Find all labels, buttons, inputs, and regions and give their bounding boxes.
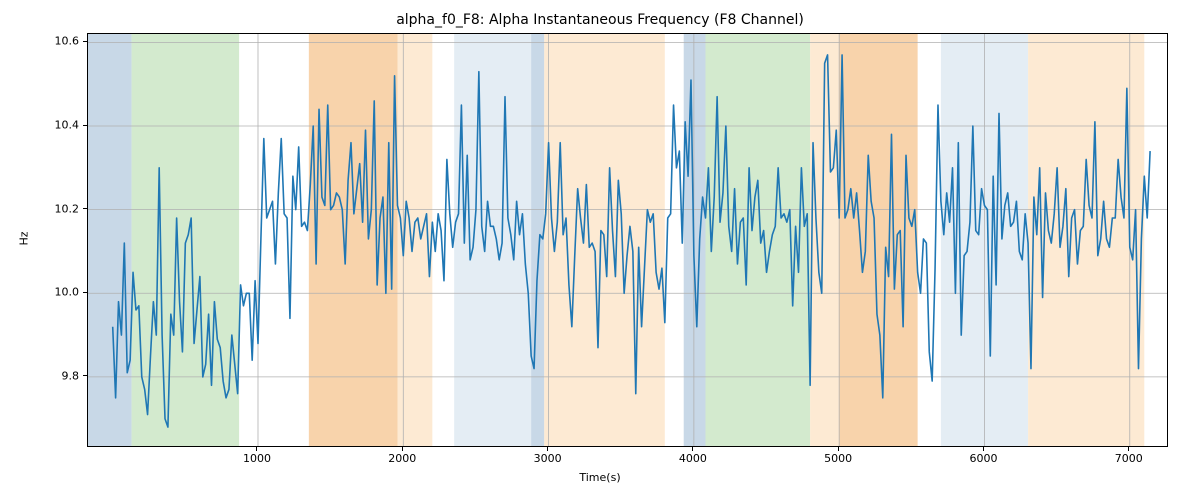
y-tick-mark [83,125,87,126]
plot-area [87,33,1168,447]
x-tick-label: 1000 [243,452,271,465]
figure: alpha_f0_F8: Alpha Instantaneous Frequen… [0,0,1200,500]
x-tick-mark [838,447,839,451]
x-tick-mark [402,447,403,451]
chart-title: alpha_f0_F8: Alpha Instantaneous Frequen… [0,12,1200,28]
plot-svg [88,34,1168,447]
y-tick-mark [83,292,87,293]
y-tick-label: 10.0 [45,286,79,299]
y-tick-mark [83,208,87,209]
y-tick-label: 10.6 [45,35,79,48]
y-axis-label: Hz [18,231,31,245]
x-tick-mark [692,447,693,451]
x-tick-label: 3000 [534,452,562,465]
x-axis-label: Time(s) [0,471,1200,484]
x-tick-mark [1128,447,1129,451]
x-tick-label: 2000 [388,452,416,465]
y-tick-label: 10.4 [45,119,79,132]
y-tick-label: 10.2 [45,202,79,215]
x-tick-mark [256,447,257,451]
x-tick-mark [983,447,984,451]
y-tick-mark [83,375,87,376]
x-tick-label: 7000 [1115,452,1143,465]
y-tick-label: 9.8 [45,369,79,382]
y-tick-mark [83,41,87,42]
x-tick-label: 6000 [969,452,997,465]
x-tick-label: 4000 [679,452,707,465]
x-tick-mark [547,447,548,451]
x-tick-label: 5000 [824,452,852,465]
